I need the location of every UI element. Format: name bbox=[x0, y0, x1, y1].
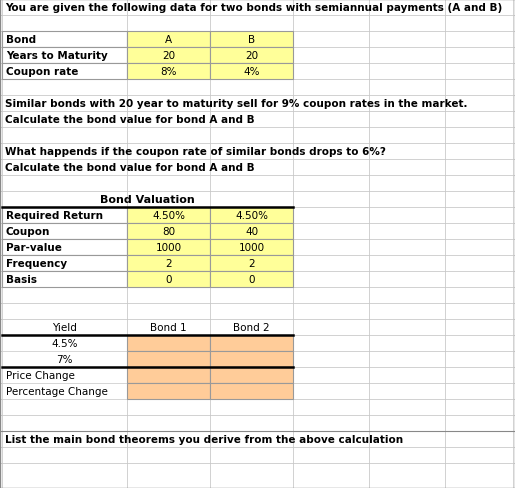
Bar bbox=[210, 207, 293, 224]
Text: 20: 20 bbox=[162, 51, 175, 61]
Text: Par-value: Par-value bbox=[6, 243, 62, 252]
Text: Calculate the bond value for bond A and B: Calculate the bond value for bond A and … bbox=[5, 163, 254, 173]
Bar bbox=[127, 32, 210, 48]
Bar bbox=[127, 351, 210, 367]
Text: What happends if the coupon rate of similar bonds drops to 6%?: What happends if the coupon rate of simi… bbox=[5, 147, 386, 157]
Text: 4.5%: 4.5% bbox=[52, 338, 78, 348]
Text: Calculate the bond value for bond A and B: Calculate the bond value for bond A and … bbox=[5, 115, 254, 125]
Text: Yield: Yield bbox=[52, 323, 77, 332]
Bar bbox=[210, 335, 293, 351]
Bar bbox=[2, 335, 127, 351]
Text: Price Change: Price Change bbox=[6, 370, 75, 380]
Text: 8%: 8% bbox=[160, 67, 177, 77]
Bar bbox=[210, 367, 293, 383]
Bar bbox=[127, 271, 210, 287]
Bar bbox=[2, 383, 127, 399]
Text: 2: 2 bbox=[248, 259, 255, 268]
Bar bbox=[210, 224, 293, 240]
Bar bbox=[127, 64, 210, 80]
Bar bbox=[127, 48, 210, 64]
Bar bbox=[127, 383, 210, 399]
Bar bbox=[2, 207, 127, 224]
Text: You are given the following data for two bonds with semiannual payments (A and B: You are given the following data for two… bbox=[5, 3, 502, 13]
Bar bbox=[2, 271, 127, 287]
Bar bbox=[210, 256, 293, 271]
Text: Bond 1: Bond 1 bbox=[150, 323, 187, 332]
Bar bbox=[210, 271, 293, 287]
Text: Percentage Change: Percentage Change bbox=[6, 386, 108, 396]
Bar bbox=[127, 240, 210, 256]
Text: Frequency: Frequency bbox=[6, 259, 67, 268]
Text: 80: 80 bbox=[162, 226, 175, 237]
Bar bbox=[210, 48, 293, 64]
Text: 2: 2 bbox=[165, 259, 172, 268]
Bar bbox=[210, 240, 293, 256]
Text: Bond 2: Bond 2 bbox=[233, 323, 270, 332]
Text: Bond: Bond bbox=[6, 35, 36, 45]
Text: Coupon: Coupon bbox=[6, 226, 50, 237]
Bar bbox=[210, 383, 293, 399]
Text: 4.50%: 4.50% bbox=[235, 210, 268, 221]
Text: Basis: Basis bbox=[6, 274, 37, 285]
Bar bbox=[127, 335, 210, 351]
Text: Bond Valuation: Bond Valuation bbox=[100, 195, 195, 204]
Text: 0: 0 bbox=[248, 274, 255, 285]
Text: 40: 40 bbox=[245, 226, 258, 237]
Text: B: B bbox=[248, 35, 255, 45]
Text: Required Return: Required Return bbox=[6, 210, 103, 221]
Bar bbox=[210, 351, 293, 367]
Text: 4.50%: 4.50% bbox=[152, 210, 185, 221]
Bar bbox=[127, 207, 210, 224]
Bar bbox=[2, 64, 127, 80]
Bar bbox=[2, 240, 127, 256]
Text: 1000: 1000 bbox=[156, 243, 182, 252]
Bar bbox=[2, 256, 127, 271]
Text: Years to Maturity: Years to Maturity bbox=[6, 51, 108, 61]
Bar bbox=[2, 224, 127, 240]
Bar bbox=[2, 32, 127, 48]
Text: A: A bbox=[165, 35, 172, 45]
Bar bbox=[210, 64, 293, 80]
Bar bbox=[2, 367, 127, 383]
Text: Coupon rate: Coupon rate bbox=[6, 67, 78, 77]
Text: 7%: 7% bbox=[56, 354, 73, 364]
Text: 1000: 1000 bbox=[238, 243, 265, 252]
Text: 0: 0 bbox=[165, 274, 171, 285]
Bar bbox=[2, 351, 127, 367]
Bar bbox=[210, 32, 293, 48]
Bar bbox=[2, 48, 127, 64]
Text: 4%: 4% bbox=[243, 67, 260, 77]
Text: List the main bond theorems you derive from the above calculation: List the main bond theorems you derive f… bbox=[5, 434, 403, 444]
Bar bbox=[127, 224, 210, 240]
Text: 20: 20 bbox=[245, 51, 258, 61]
Bar bbox=[127, 367, 210, 383]
Bar bbox=[127, 256, 210, 271]
Text: Similar bonds with 20 year to maturity sell for 9% coupon rates in the market.: Similar bonds with 20 year to maturity s… bbox=[5, 99, 468, 109]
